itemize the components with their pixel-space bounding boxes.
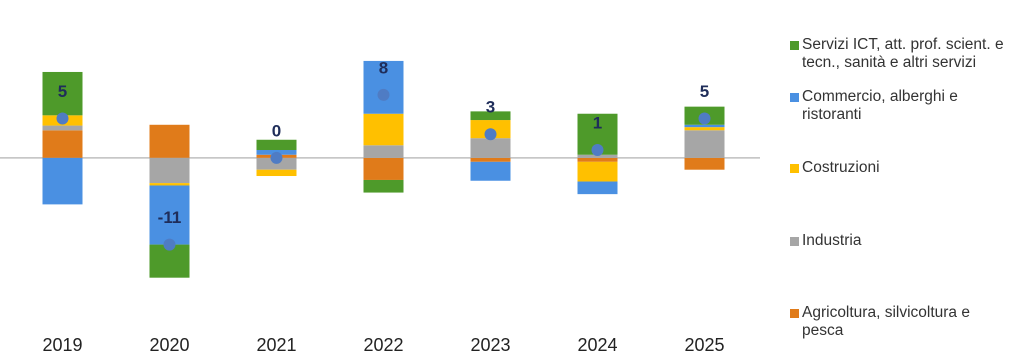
total-dot	[698, 112, 711, 125]
bar-segment	[470, 157, 511, 162]
bar-segment	[470, 138, 511, 158]
bar-segment	[42, 130, 83, 158]
bar-segment	[684, 124, 725, 128]
legend-label: Costruzioni	[802, 159, 880, 176]
bar-segment	[42, 157, 83, 205]
bar-segment	[684, 157, 725, 170]
x-tick-label: 2023	[470, 335, 510, 355]
total-dot	[56, 112, 69, 125]
bar-segment	[470, 161, 511, 181]
bar-segment	[577, 157, 618, 162]
bar-segment	[577, 154, 618, 158]
bar-segment	[684, 130, 725, 158]
bar-segment	[363, 113, 404, 146]
total-dot	[163, 238, 176, 251]
bar-segment	[256, 139, 297, 150]
bar-segment	[363, 145, 404, 158]
bar-segment	[363, 179, 404, 193]
bar-segment	[149, 124, 190, 158]
legend-label: Commercio, alberghi e ristoranti	[802, 88, 958, 123]
legend-entry: Costruzioni	[790, 159, 1014, 177]
bar-segment	[256, 169, 297, 177]
value-label: -11	[158, 208, 182, 227]
value-label: 1	[593, 113, 602, 132]
x-tick-label: 2022	[363, 335, 403, 355]
legend-entry: Commercio, alberghi e ristoranti	[790, 88, 1014, 124]
value-label: 5	[700, 82, 709, 101]
bar-segment	[363, 60, 404, 114]
bar-segment	[684, 127, 725, 131]
chart: 5 2019 -11 2020 0 2021 8 2022 3 2023 1 2024 5 2025	[0, 58, 760, 355]
value-label: 8	[379, 58, 388, 77]
bar-segment	[42, 71, 83, 116]
legend-swatch	[790, 237, 799, 246]
value-label: 5	[58, 82, 67, 101]
legend-swatch	[790, 309, 799, 318]
bar-segment	[470, 111, 511, 121]
legend-label: Servizi ICT, att. prof. scient. e tecn.,…	[802, 36, 1004, 71]
legend-entry: Agricoltura, silvicoltura e pesca	[790, 304, 1014, 340]
total-dot	[484, 128, 497, 141]
bar-segment	[577, 181, 618, 195]
bar-segment	[42, 125, 83, 131]
value-label: 3	[486, 98, 495, 117]
bar-segment	[149, 185, 190, 245]
x-tick-label: 2025	[684, 335, 724, 355]
legend-label: Industria	[802, 232, 862, 249]
value-label: 0	[272, 121, 281, 140]
x-tick-label: 2020	[149, 335, 189, 355]
bar-segment	[577, 161, 618, 182]
legend-entry: Servizi ICT, att. prof. scient. e tecn.,…	[790, 36, 1014, 72]
total-dot	[270, 151, 283, 164]
x-tick-label: 2021	[256, 335, 296, 355]
legend: Servizi ICT, att. prof. scient. e tecn.,…	[790, 0, 1019, 358]
legend-entry: Industria	[790, 232, 1014, 250]
total-dot	[377, 88, 390, 101]
legend-swatch	[790, 93, 799, 102]
bar-segment	[363, 157, 404, 180]
legend-label: Agricoltura, silvicoltura e pesca	[802, 304, 970, 339]
bar-segment	[149, 183, 190, 186]
x-tick-label: 2019	[42, 335, 82, 355]
x-tick-label: 2024	[577, 335, 617, 355]
total-dot	[591, 144, 604, 156]
bar-segment	[149, 157, 190, 184]
legend-swatch	[790, 164, 799, 173]
legend-swatch	[790, 41, 799, 50]
